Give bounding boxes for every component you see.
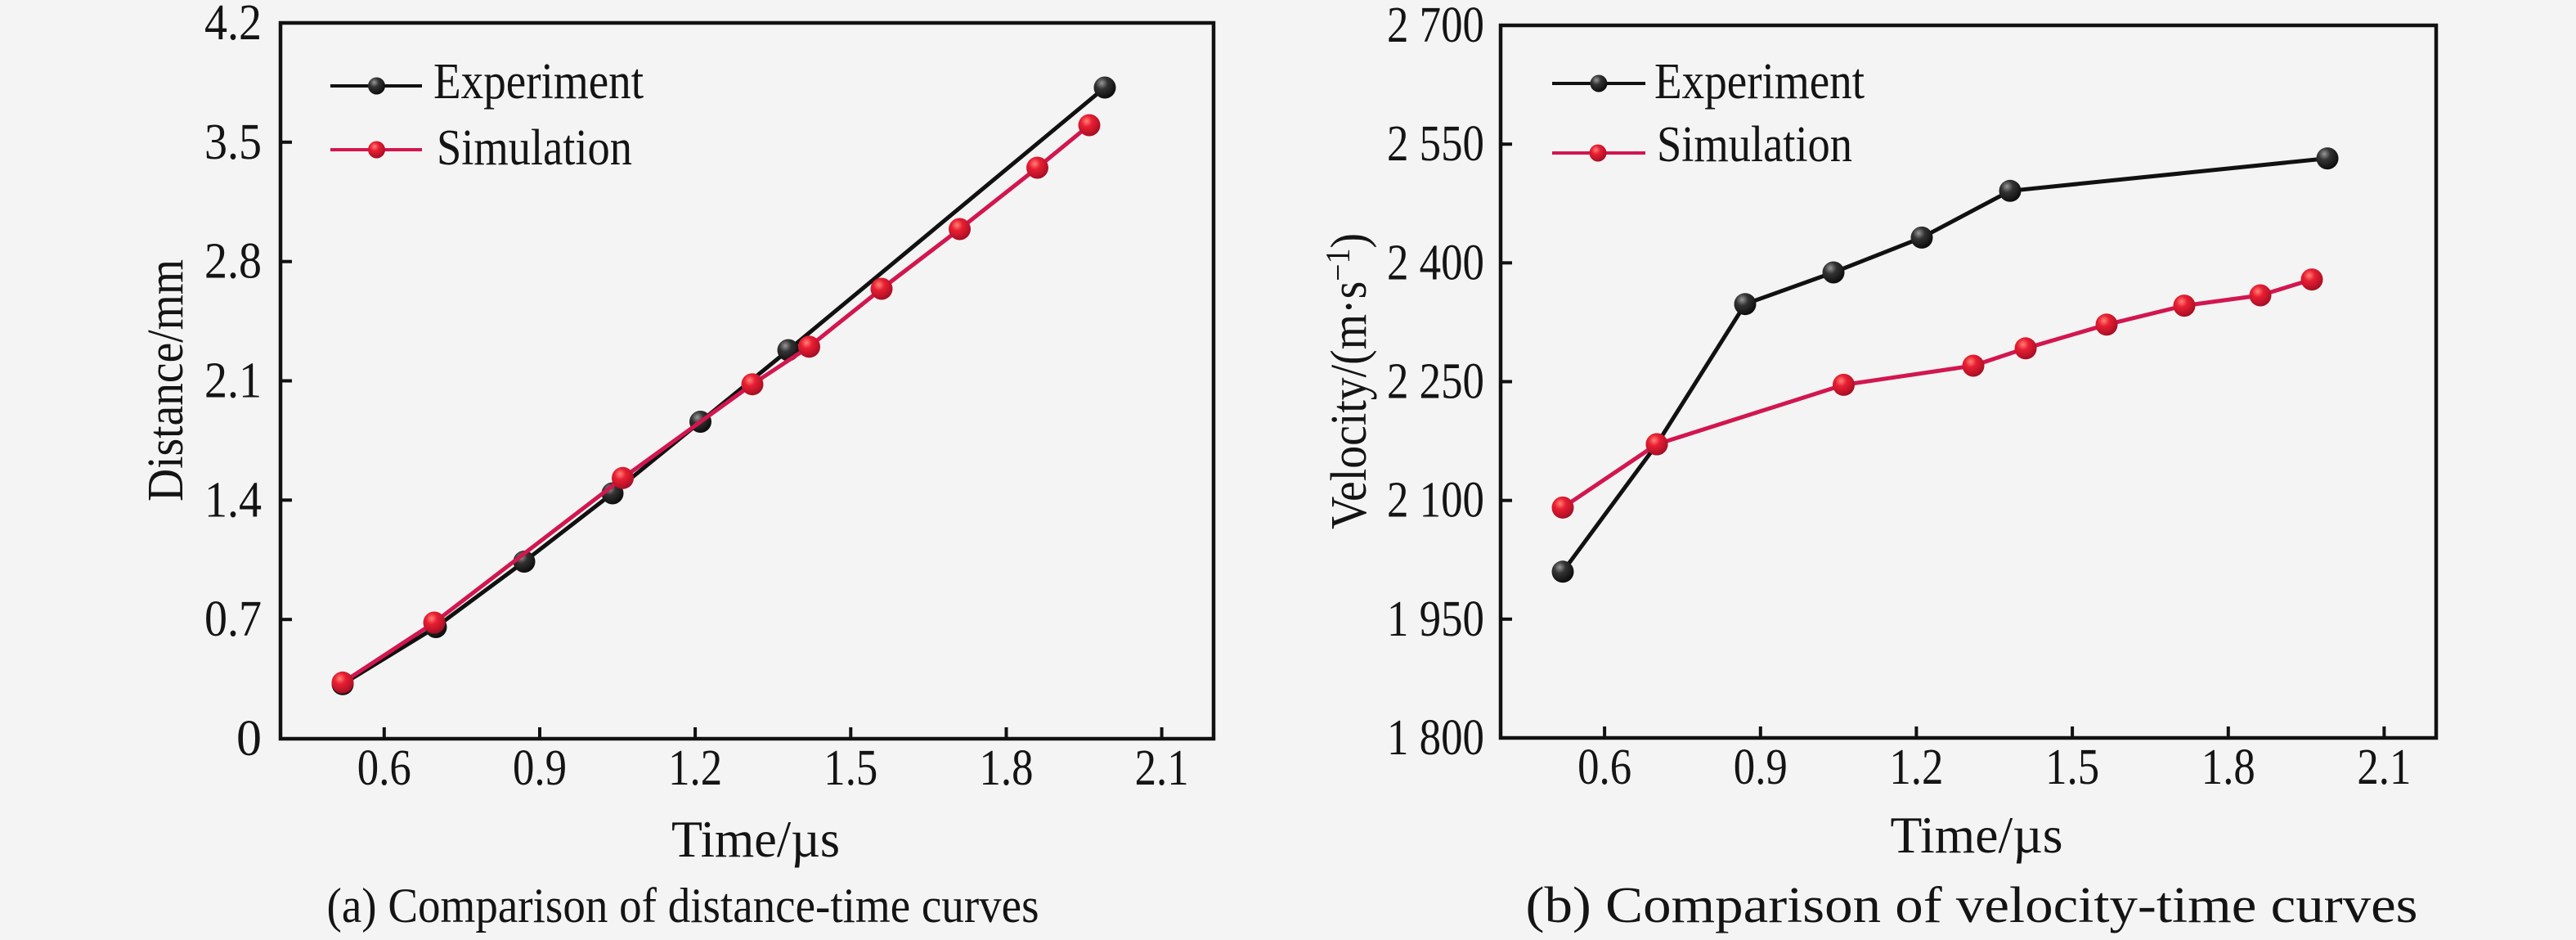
svg-text:Time/µs: Time/µs [1891,806,2063,864]
svg-text:2 700: 2 700 [1387,0,1484,53]
svg-text:0.9: 0.9 [1734,740,1788,795]
svg-text:Experiment: Experiment [1654,54,1865,110]
svg-text:1.2: 1.2 [1889,740,1943,795]
svg-text:2.1: 2.1 [1135,740,1189,796]
svg-text:1.2: 1.2 [668,740,722,796]
svg-text:1.5: 1.5 [824,740,877,796]
svg-text:1 950: 1 950 [1387,591,1484,647]
svg-text:3.5: 3.5 [204,115,262,170]
svg-text:1.8: 1.8 [2201,740,2255,795]
svg-text:2 550: 2 550 [1387,116,1484,172]
svg-text:1 800: 1 800 [1387,710,1484,766]
svg-text:0.6: 0.6 [1577,740,1631,795]
svg-text:1.5: 1.5 [2045,740,2099,795]
svg-text:Time/µs: Time/µs [671,810,840,868]
svg-text:0.6: 0.6 [357,740,411,796]
svg-text:Simulation: Simulation [1657,117,1852,173]
svg-text:2.1: 2.1 [2357,740,2411,795]
svg-text:Simulation: Simulation [437,120,632,176]
svg-text:(a) Comparison of distance-tim: (a) Comparison of distance-time curves [327,879,1039,933]
svg-text:2.1: 2.1 [204,353,262,409]
svg-text:Velocity/(m·s−1): Velocity/(m·s−1) [1320,233,1377,529]
svg-text:1.8: 1.8 [980,740,1034,796]
svg-text:2.8: 2.8 [204,234,262,290]
svg-text:2 400: 2 400 [1387,235,1484,290]
svg-text:(b) Comparison of velocity-tim: (b) Comparison of velocity-time curves [1526,878,2418,933]
svg-text:2 100: 2 100 [1387,473,1484,528]
svg-text:Experiment: Experiment [433,54,644,110]
svg-text:4.2: 4.2 [204,0,262,51]
svg-text:0.9: 0.9 [513,740,567,796]
svg-text:1.4: 1.4 [204,472,262,528]
svg-text:Distance/mm: Distance/mm [138,259,194,501]
svg-text:0.7: 0.7 [204,591,262,647]
svg-text:2 250: 2 250 [1387,354,1484,410]
svg-text:0: 0 [236,711,262,767]
